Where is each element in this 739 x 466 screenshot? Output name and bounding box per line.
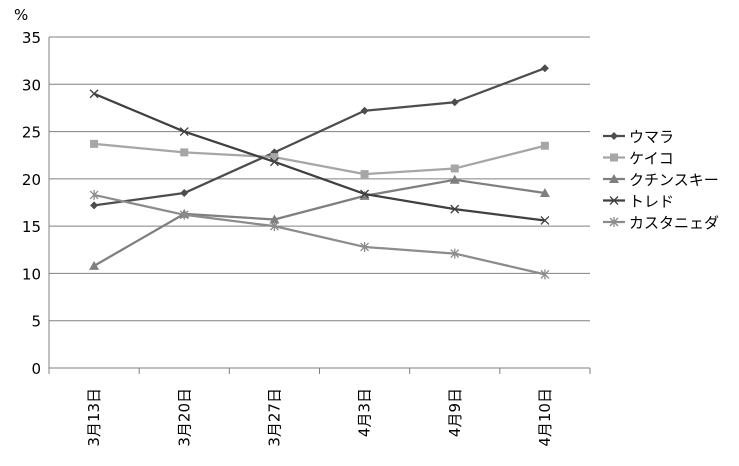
data-point bbox=[450, 204, 460, 214]
data-point bbox=[179, 209, 189, 220]
data-point bbox=[180, 148, 189, 157]
legend-label: クチンスキー bbox=[629, 171, 719, 189]
y-tick-label: 0 bbox=[31, 360, 41, 378]
legend-marker bbox=[610, 132, 618, 140]
data-point bbox=[180, 189, 189, 198]
legend-label: ウマラ bbox=[629, 128, 674, 146]
data-point bbox=[540, 269, 550, 280]
data-point bbox=[540, 64, 549, 73]
series-line bbox=[93, 92, 546, 222]
legend-item: クチンスキー bbox=[603, 171, 719, 189]
legend-label: トレド bbox=[629, 193, 674, 211]
y-tick-label: 30 bbox=[22, 76, 41, 94]
series-5 bbox=[89, 189, 550, 280]
y-tick-label: 35 bbox=[22, 29, 41, 47]
data-point bbox=[540, 216, 550, 225]
legend-label: カスタニェダ bbox=[629, 214, 719, 232]
legend-marker bbox=[609, 217, 619, 227]
data-point bbox=[89, 89, 99, 99]
legend-marker bbox=[610, 153, 618, 162]
data-point bbox=[450, 164, 459, 173]
data-point bbox=[539, 188, 550, 198]
data-point bbox=[540, 141, 549, 150]
data-point bbox=[450, 248, 460, 259]
x-tick-label: 4月9日 bbox=[446, 388, 464, 437]
x-tick-label: 4月3日 bbox=[356, 388, 374, 437]
x-axis-ticks: 3月13日 3月20日 3月27日 4月3日 4月9日 4月10日 bbox=[48, 368, 591, 447]
series-group bbox=[89, 64, 550, 280]
legend-item: ケイコ bbox=[603, 150, 674, 168]
y-tick-label: 25 bbox=[22, 124, 41, 142]
x-tick-label: 3月27日 bbox=[265, 388, 283, 447]
y-tick-label: 10 bbox=[22, 265, 41, 283]
series-line bbox=[93, 193, 546, 276]
legend-marker bbox=[609, 174, 619, 183]
legend-label: ケイコ bbox=[629, 150, 674, 168]
data-point bbox=[449, 174, 460, 184]
data-point bbox=[179, 127, 189, 137]
series-line bbox=[93, 142, 546, 176]
series-line bbox=[93, 67, 546, 207]
series-1 bbox=[90, 64, 549, 210]
data-point bbox=[270, 153, 279, 162]
y-axis-ticks: 0 5 10 15 20 25 30 35 bbox=[22, 29, 41, 378]
series-line bbox=[93, 178, 546, 267]
y-tick-label: 15 bbox=[22, 218, 41, 236]
data-point bbox=[89, 189, 99, 200]
y-axis-unit-label: % bbox=[14, 6, 28, 24]
series-4 bbox=[89, 89, 550, 225]
data-point bbox=[89, 260, 100, 270]
series-3 bbox=[89, 174, 550, 270]
data-point bbox=[360, 106, 369, 115]
x-tick-label: 3月13日 bbox=[85, 388, 103, 447]
y-tick-label: 5 bbox=[31, 313, 41, 331]
data-point bbox=[360, 170, 369, 179]
series-2 bbox=[90, 139, 549, 179]
x-tick-label: 4月10日 bbox=[536, 388, 554, 447]
y-tick-label: 20 bbox=[22, 171, 41, 189]
legend-marker bbox=[609, 196, 619, 205]
legend-item: トレド bbox=[603, 193, 674, 211]
data-point bbox=[269, 214, 280, 224]
data-point bbox=[450, 98, 459, 107]
data-point bbox=[269, 221, 279, 232]
data-point bbox=[90, 201, 99, 210]
legend-item: カスタニェダ bbox=[603, 214, 719, 232]
data-point bbox=[360, 189, 370, 199]
data-point bbox=[269, 157, 279, 167]
data-point bbox=[359, 190, 370, 200]
x-tick-label: 3月20日 bbox=[175, 388, 193, 447]
data-point bbox=[360, 241, 370, 252]
data-point bbox=[90, 139, 99, 148]
legend-item: ウマラ bbox=[603, 128, 674, 146]
